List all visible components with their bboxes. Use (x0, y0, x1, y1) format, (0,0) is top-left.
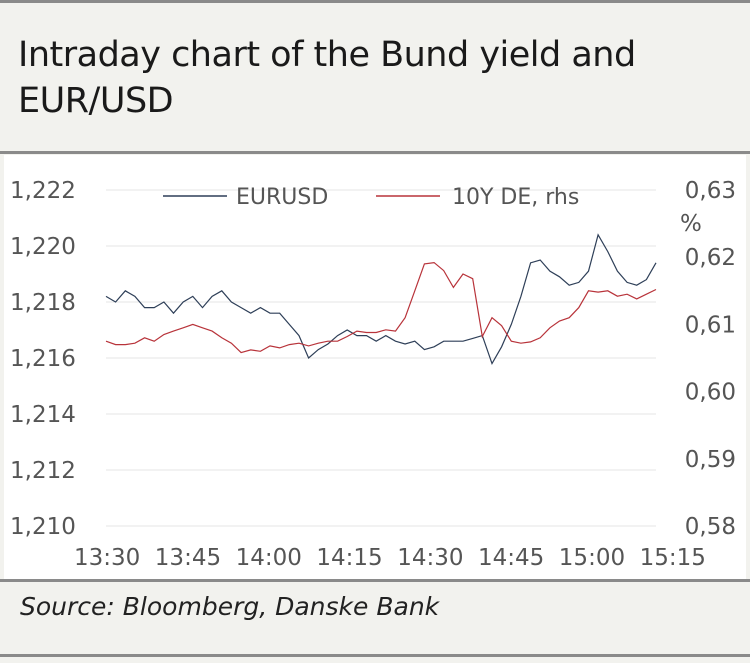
x-axis-tick-label: 14:00 (236, 545, 302, 571)
series-line-eurusd (105, 233, 657, 366)
right-axis-tick-label: 0,61 (685, 312, 736, 338)
x-axis-tick-label: 14:45 (478, 545, 544, 571)
legend-label: EURUSD (236, 185, 328, 210)
chart-svg: 1,222 1,220 1,218 1,216 1,214 1,212 1,210 0,63 0… (10, 178, 736, 571)
title-rule (0, 151, 750, 154)
left-axis-tick-label: 1,210 (10, 514, 76, 540)
chart-panel (4, 155, 746, 579)
right-axis-tick-label: 0,60 (685, 380, 736, 406)
right-axis-tick-label: 0,58 (685, 514, 736, 540)
right-axis-tick-label: 0,63 (685, 178, 736, 204)
source-note: Source: Bloomberg, Danske Bank (20, 592, 440, 621)
x-axis-tick-label: 14:30 (397, 545, 463, 571)
x-axis-tick-label: 13:45 (155, 545, 221, 571)
top-rule (0, 0, 750, 3)
bottom-rule (0, 654, 750, 657)
left-axis-tick-label: 1,222 (10, 178, 76, 204)
x-axis-tick-label: 13:30 (74, 545, 140, 571)
x-axis-tick-label: 15:00 (559, 545, 625, 571)
left-axis-tick-label: 1,214 (10, 402, 76, 428)
left-axis-tick-label: 1,212 (10, 458, 76, 484)
left-axis-tick-label: 1,218 (10, 290, 76, 316)
right-axis-tick-label: 0,62 (685, 245, 736, 271)
x-axis-tick-label: 14:15 (316, 545, 382, 571)
legend-label: 10Y DE, rhs (452, 185, 579, 210)
right-axis-unit: % (680, 211, 702, 237)
left-axis-tick-label: 1,216 (10, 346, 76, 372)
footer-rule (0, 579, 750, 582)
chart-title: Intraday chart of the Bund yield and EUR… (18, 35, 636, 121)
series-line-bund-yield (105, 261, 657, 354)
right-axis-tick-label: 0,59 (685, 447, 736, 473)
left-axis-tick-label: 1,220 (10, 234, 76, 260)
x-axis-tick-label: 15:15 (640, 545, 706, 571)
